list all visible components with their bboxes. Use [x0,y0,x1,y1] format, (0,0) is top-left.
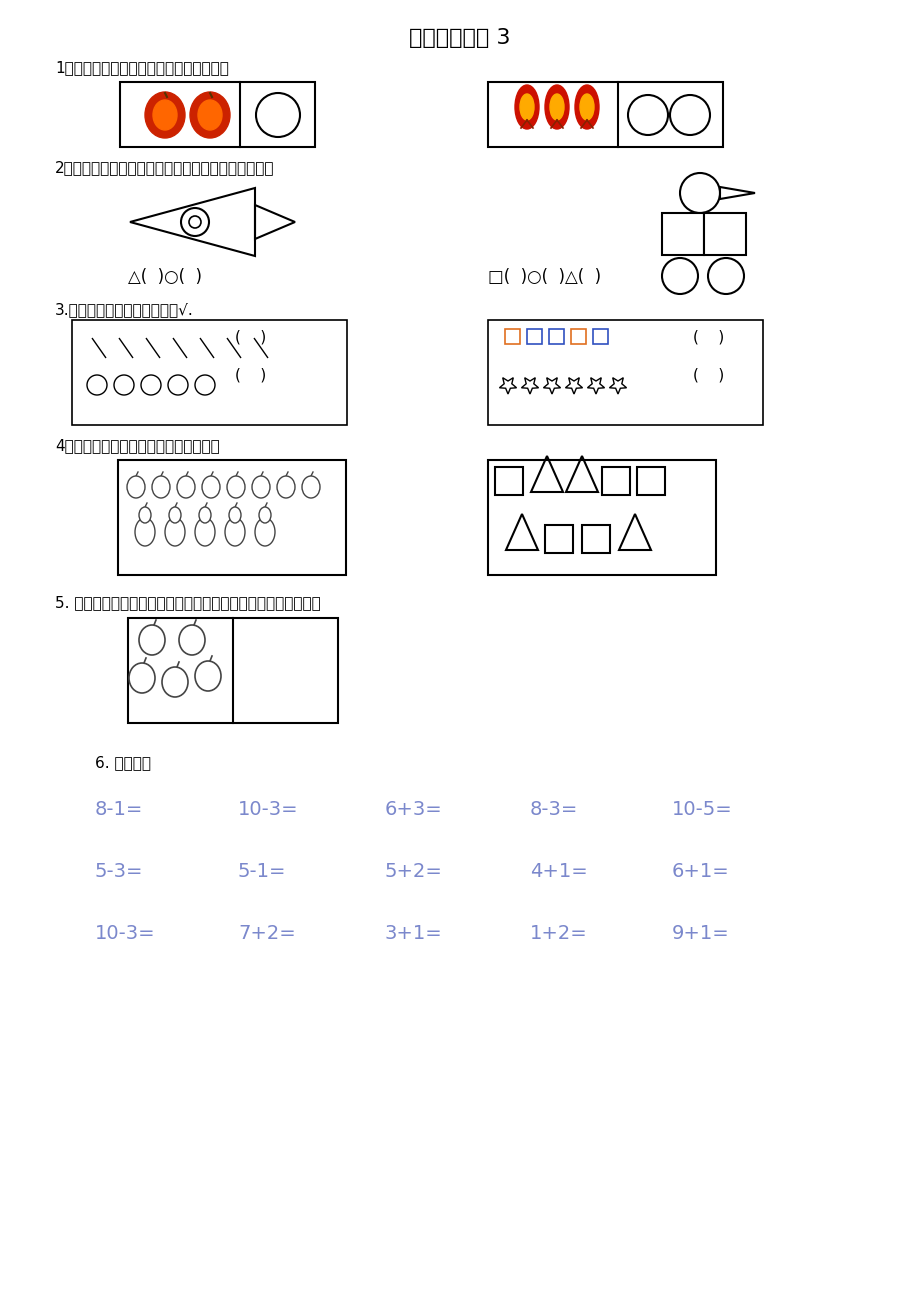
Text: 1、用添上或去掉的办法使两边变的一样多: 1、用添上或去掉的办法使两边变的一样多 [55,60,229,76]
Text: 8-3=: 8-3= [529,799,578,819]
Text: 10-3=: 10-3= [238,799,299,819]
Text: 8-1=: 8-1= [95,799,143,819]
Ellipse shape [176,477,195,497]
Bar [601,467,630,495]
Circle shape [662,258,698,294]
Ellipse shape [139,506,151,523]
Bar [549,329,563,344]
Bar [487,460,715,575]
Circle shape [181,208,209,236]
Text: 3+1=: 3+1= [384,924,442,943]
Circle shape [114,375,134,395]
Text: 2、下面是哪些图形拼成的，各有几个？填在（）内。: 2、下面是哪些图形拼成的，各有几个？填在（）内。 [55,160,274,174]
Ellipse shape [153,100,176,130]
Text: 6+3=: 6+3= [384,799,442,819]
Text: 5+2=: 5+2= [384,862,442,881]
Text: (    ): ( ) [234,329,266,345]
Bar [662,214,703,255]
Ellipse shape [225,518,244,546]
Bar [703,214,745,255]
Circle shape [141,375,161,395]
Ellipse shape [259,506,271,523]
Bar [128,618,337,723]
Text: 7+2=: 7+2= [238,924,295,943]
Text: 5. 你会画什么，就在右边空框里画什么，要画得与左边同样多？: 5. 你会画什么，就在右边空框里画什么，要画得与左边同样多？ [55,595,321,611]
Circle shape [708,258,743,294]
Ellipse shape [165,518,185,546]
Bar [636,467,664,495]
Ellipse shape [515,85,539,129]
Ellipse shape [195,661,221,691]
Circle shape [628,95,667,135]
Ellipse shape [169,506,181,523]
Bar [593,329,607,344]
Ellipse shape [127,477,145,497]
Ellipse shape [135,518,154,546]
Text: 1+2=: 1+2= [529,924,587,943]
Circle shape [195,375,215,395]
Circle shape [188,216,200,228]
Circle shape [669,95,709,135]
Ellipse shape [129,663,154,693]
Ellipse shape [579,94,594,120]
Ellipse shape [202,477,220,497]
Bar [119,82,314,147]
Bar [72,320,346,424]
Bar [582,525,609,553]
Text: 6. 算一算。: 6. 算一算。 [95,755,151,769]
Text: 10-3=: 10-3= [95,924,155,943]
Text: 5-3=: 5-3= [95,862,143,881]
Ellipse shape [252,477,269,497]
Text: 3.哪种图形多，在多的一行打√.: 3.哪种图形多，在多的一行打√. [55,302,194,316]
Ellipse shape [574,85,598,129]
Text: 9+1=: 9+1= [671,924,729,943]
Ellipse shape [277,477,295,497]
Ellipse shape [519,94,533,120]
Circle shape [255,92,300,137]
Bar [571,329,585,344]
Text: (    ): ( ) [234,368,266,383]
Text: (    ): ( ) [692,329,723,345]
Ellipse shape [190,92,230,138]
Bar [494,467,522,495]
Ellipse shape [255,518,275,546]
Bar [505,329,519,344]
Ellipse shape [145,92,185,138]
Circle shape [168,375,187,395]
Text: △(  )○(  ): △( )○( ) [128,268,202,286]
Bar [118,460,346,575]
Circle shape [679,173,720,214]
Ellipse shape [152,477,170,497]
Circle shape [87,375,107,395]
Ellipse shape [195,518,215,546]
Ellipse shape [229,506,241,523]
Ellipse shape [199,506,210,523]
Ellipse shape [198,100,221,130]
Text: 10-5=: 10-5= [671,799,732,819]
Bar [487,320,762,424]
Ellipse shape [227,477,244,497]
Ellipse shape [162,667,187,697]
Text: (    ): ( ) [692,368,723,383]
Ellipse shape [550,94,563,120]
Text: 幼小衔接数学 3: 幼小衔接数学 3 [409,29,510,48]
Ellipse shape [139,625,165,655]
Bar [487,82,722,147]
Text: 6+1=: 6+1= [671,862,729,881]
Text: 5-1=: 5-1= [238,862,286,881]
Text: 4．哪种少，在少的那种图形上涂颜色。: 4．哪种少，在少的那种图形上涂颜色。 [55,437,220,453]
Bar [544,525,573,553]
Bar [527,329,541,344]
Ellipse shape [544,85,568,129]
Ellipse shape [179,625,205,655]
Text: □(  )○(  )△(  ): □( )○( )△( ) [487,268,600,286]
Text: 4+1=: 4+1= [529,862,587,881]
Ellipse shape [301,477,320,497]
